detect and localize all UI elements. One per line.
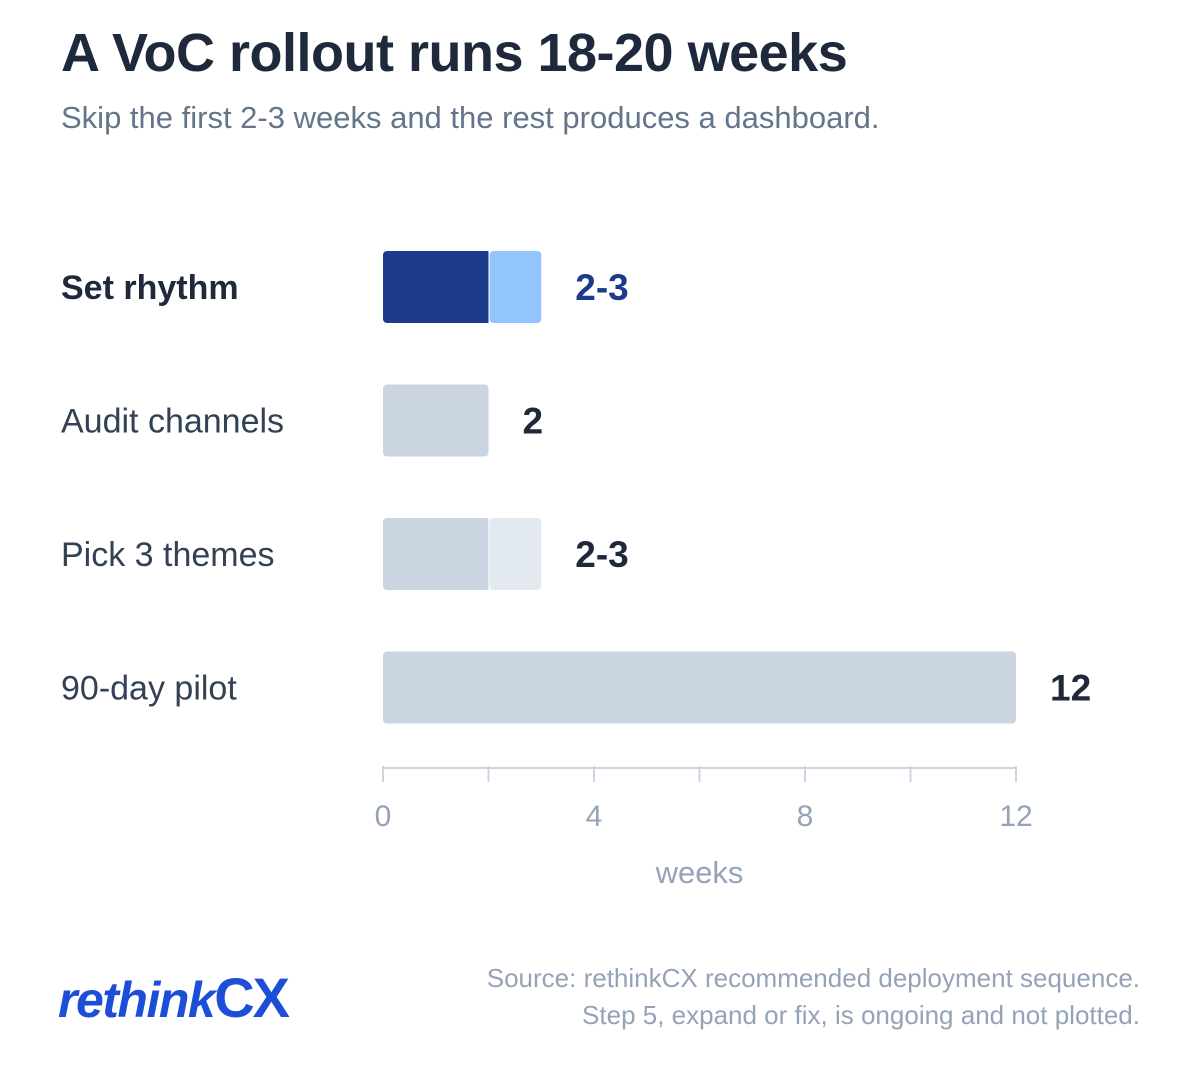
rethinkcx-logo: rethinkCX xyxy=(58,965,290,1030)
bar-base xyxy=(383,251,489,323)
source-line-1: Source: rethinkCX recommended deployment… xyxy=(486,963,1140,993)
data-label: 12 xyxy=(1050,668,1091,709)
source-note: Source: rethinkCX recommended deployment… xyxy=(487,960,1140,1034)
x-axis-label: weeks xyxy=(655,855,744,890)
bar-base-join xyxy=(482,251,489,323)
bar-base xyxy=(383,518,489,590)
category-label: Audit channels xyxy=(61,403,284,441)
bar-range xyxy=(489,518,542,590)
source-line-2: Step 5, expand or fix, is ongoing and no… xyxy=(582,1000,1140,1030)
data-label: 2 xyxy=(523,401,544,442)
logo-main-text: rethink xyxy=(58,972,216,1028)
x-tick-label: 4 xyxy=(586,800,603,833)
bar-range xyxy=(489,251,542,323)
x-tick-label: 8 xyxy=(797,800,814,833)
category-label: Pick 3 themes xyxy=(61,536,275,574)
bar-base xyxy=(383,651,1016,724)
bar-base xyxy=(383,384,489,457)
category-label: Set rhythm xyxy=(61,269,239,307)
data-label: 2-3 xyxy=(575,534,628,575)
x-tick-label: 12 xyxy=(999,800,1032,833)
logo-accent-text: CX xyxy=(214,966,290,1029)
bar-base-join xyxy=(482,518,489,590)
chart-subtitle: Skip the first 2-3 weeks and the rest pr… xyxy=(61,100,880,135)
data-label: 2-3 xyxy=(575,267,628,308)
category-label: 90-day pilot xyxy=(61,670,237,708)
x-tick-label: 0 xyxy=(375,800,392,833)
chart-title: A VoC rollout runs 18-20 weeks xyxy=(61,23,848,83)
